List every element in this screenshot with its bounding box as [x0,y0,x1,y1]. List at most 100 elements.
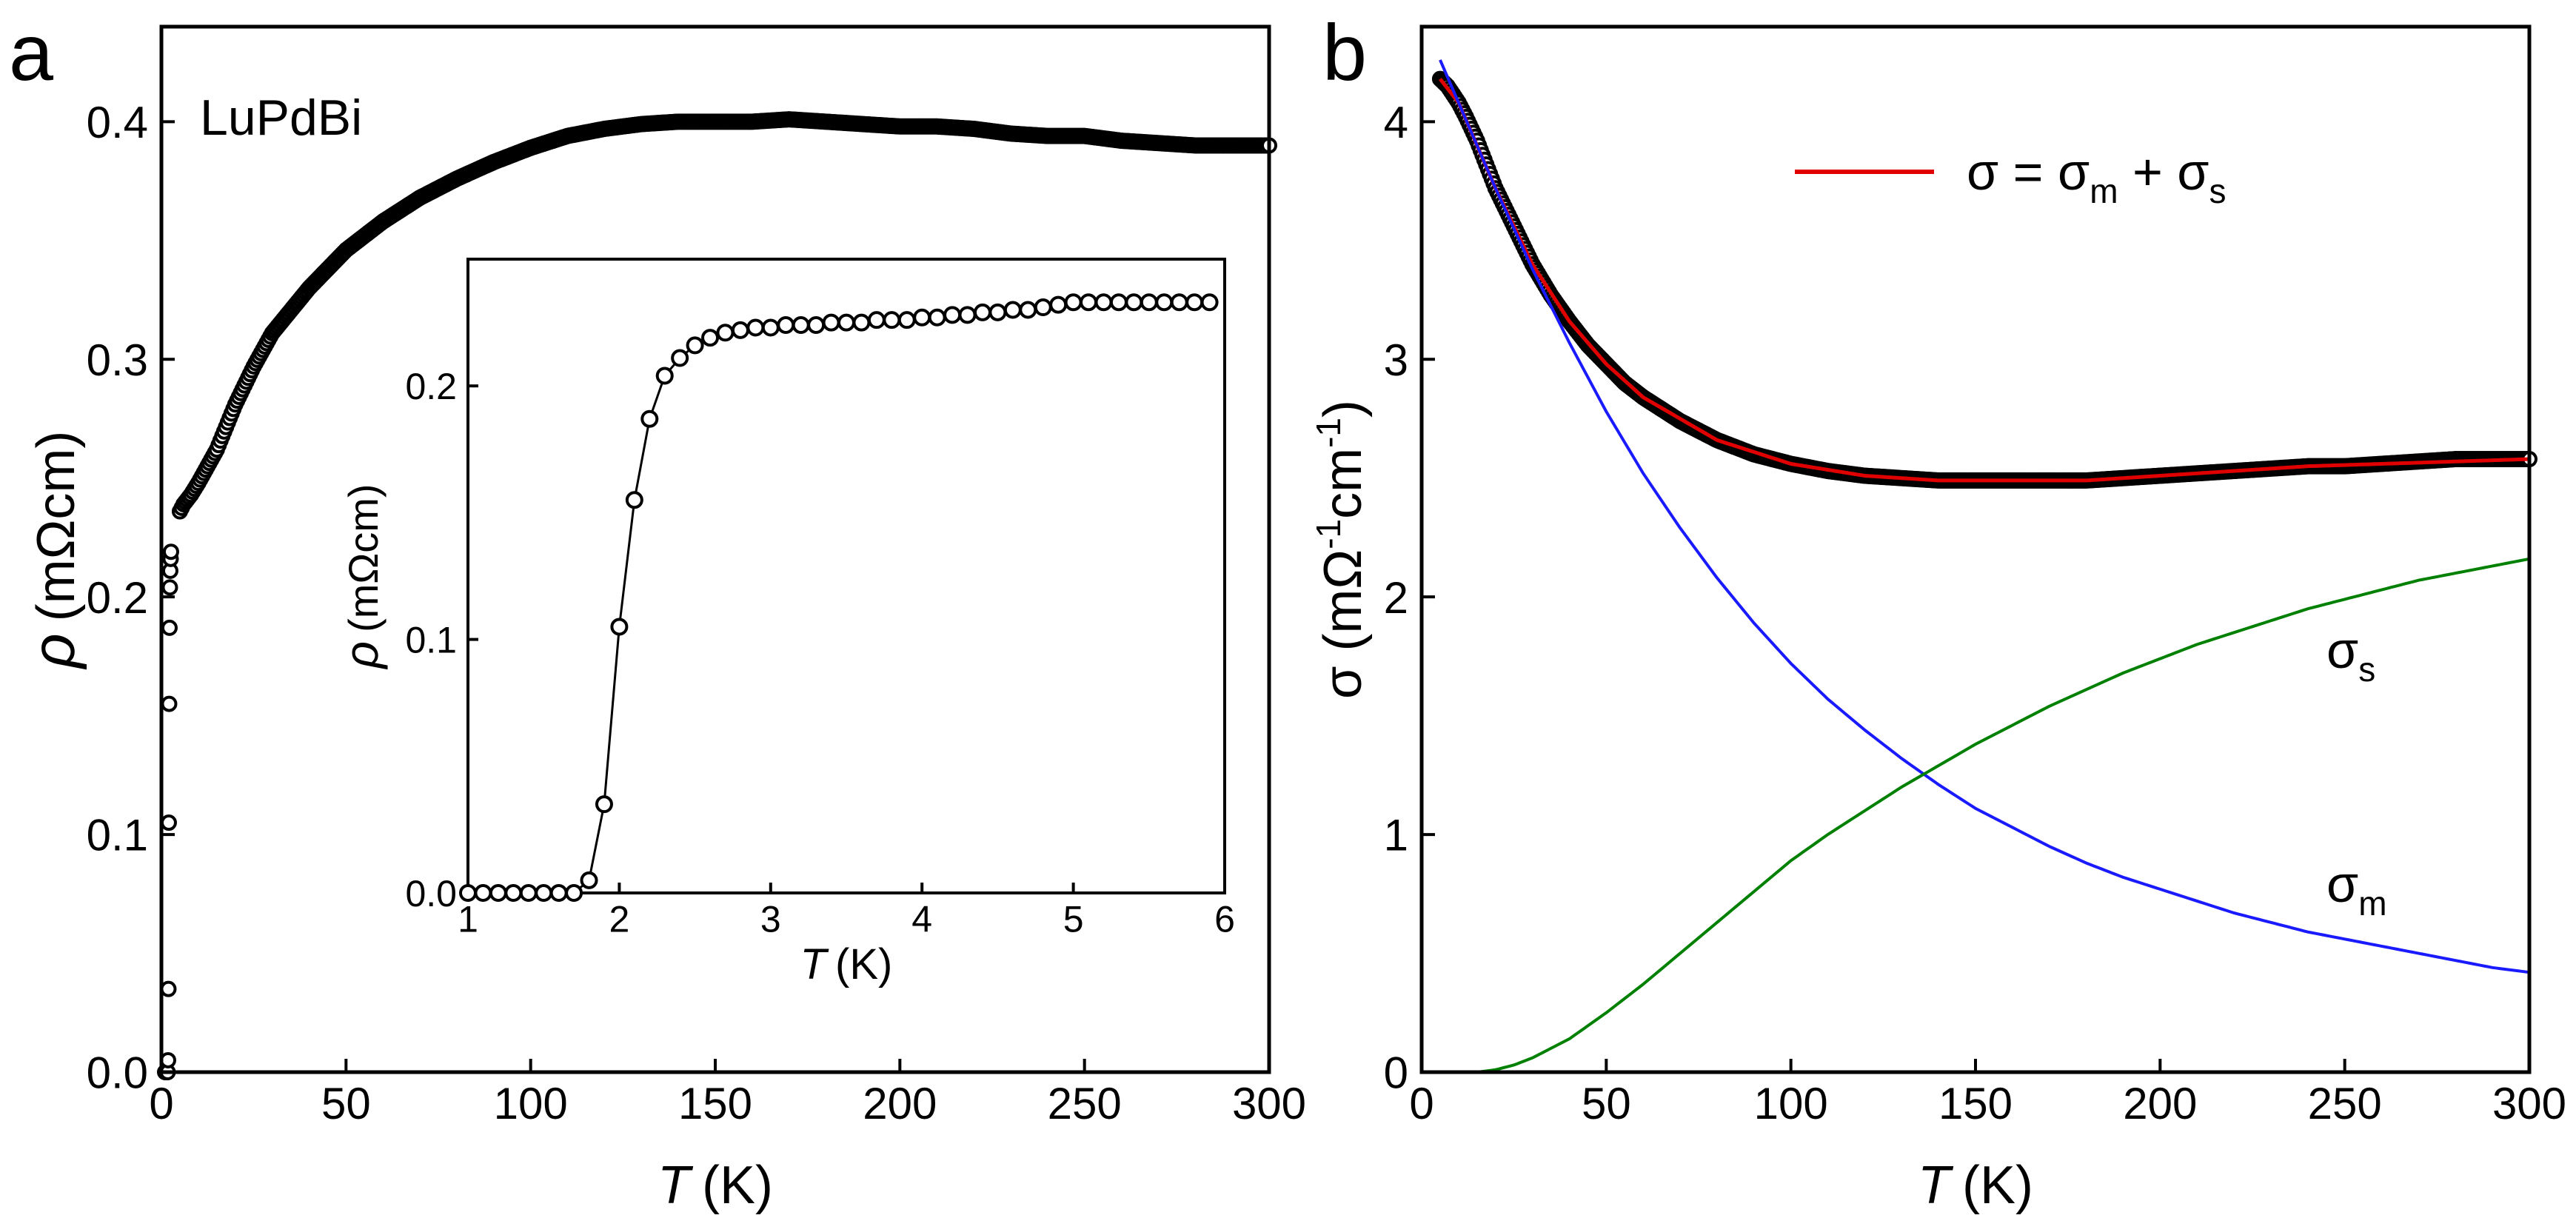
panel-a-x-tick-label: 50 [321,1079,371,1128]
panel-b-ylabel-sup: -1 [1309,418,1348,448]
inset-data-point [1170,293,1188,312]
panel-a-data-point [160,814,177,831]
inset-x-tick-label: 1 [458,899,478,940]
curve-sigma-m [1439,59,2530,974]
panel-a-ylabel-unit: (mΩcm) [27,431,86,622]
annotation-sub: m [2358,884,2386,923]
annotation-symbol: σ [2326,621,2358,679]
inset-data-point [1155,293,1174,312]
inset-xlabel-var: T [800,940,829,988]
inset-ylabel-unit: (mΩcm) [340,483,387,632]
curve-sigma-s [1476,557,2530,1074]
panel-b-x-tick-label: 100 [1754,1079,1828,1128]
inset-ylabel-var: ρ [335,641,388,670]
inset-data-point [595,795,613,814]
inset-data-point [852,313,871,332]
inset-data-point [943,306,962,324]
inset-data-point [1125,293,1143,312]
inset-data-point [973,303,991,321]
inset-data-point [1140,293,1158,312]
inset-data-point [1019,301,1037,319]
inset-data-point [897,311,916,329]
panel-a-data-point [161,579,178,596]
annotation-sub: s [2358,650,2375,689]
inset-data-point [701,329,720,347]
panel-a-chart: 0 50 100 150 200 250 300 0.0 0.1 0.2 0.3 0.4 LuPdBi… [20,24,1306,1215]
panel-a-x-tick-label: 100 [494,1079,568,1128]
panel-b-y-tick-label: 1 [1384,811,1408,860]
inset-x-tick-label: 6 [1214,899,1235,940]
panel-a-data-point [162,543,179,561]
inset-data-point [1003,301,1022,319]
inset-x-axis-label: T (K) [800,940,893,988]
inset-data-point [746,318,765,337]
panel-a-x-axis-label: T (K) [658,1156,773,1215]
panel-b-x-tick-label: 250 [2308,1079,2382,1128]
inset-data-point [792,316,810,335]
panel-a-sample-label: LuPdBi [200,90,362,146]
inset-data-point [1200,293,1219,312]
inset-data-point [459,884,477,902]
panel-a-y-tick-label: 0.1 [87,811,148,860]
inset-data-points [459,293,1219,902]
inset-data-point [807,316,826,335]
inset-data-point [671,349,689,367]
panel-letter-a: a [9,7,54,97]
panel-b-y-tick-label: 4 [1384,98,1408,147]
inset-xlabel-unit: (K) [835,940,892,988]
svg-text:ρ(mΩcm): ρ (mΩcm) [20,431,87,670]
legend-sub: s [2209,172,2227,210]
panel-b-ylabel-part: ) [1314,400,1373,418]
panel-a-x-tick-label: 0 [149,1079,173,1128]
panel-b-xlabel-var: T [1918,1156,1954,1215]
inset-y-axis-label: ρ (mΩcm) [335,483,388,669]
annotation-symbol: σ [2326,855,2358,913]
svg-text:σ (mΩ-1cm-1): σ (mΩ-1cm-1) [1309,400,1373,699]
inset-data-point [1049,295,1068,314]
inset-x-tick-label: 3 [760,899,781,940]
panel-b-y-tick-label: 2 [1384,573,1408,623]
inset-data-point [1185,293,1204,312]
inset-data-point [822,313,840,332]
panel-b-x-tick-label: 50 [1582,1079,1631,1128]
panel-a-inset: 1 2 3 4 5 6 0.0 0.1 0.2 ρ (mΩcm) T (K) [335,258,1235,988]
legend-text: σ = σ [1967,143,2090,201]
panel-a-data-point [159,1051,176,1068]
inset-ticks: 1 2 3 4 5 6 0.0 0.1 0.2 [405,366,1234,940]
panel-b-ylabel-sup: -1 [1309,519,1348,549]
panel-a-data-point [161,619,178,636]
inset-data-point [580,871,598,889]
panel-b-x-axis-label: T (K) [1918,1156,2033,1215]
panel-b-x-tick-label: 150 [1938,1079,2013,1128]
panel-b-x-tick-label: 0 [1409,1079,1433,1128]
panel-a-x-tick-label: 250 [1048,1079,1122,1128]
panel-a-x-tick-label: 200 [863,1079,937,1128]
inset-data-point [549,884,568,902]
panel-a-y-tick-label: 0.3 [87,335,148,385]
panel-b-x-tick-label: 200 [2123,1079,2197,1128]
panel-a-xlabel-unit: (K) [702,1156,773,1215]
fit-curve-sigma [1438,78,2530,483]
inset-data-point [1094,293,1113,312]
panel-a-y-tick-label: 0.0 [87,1048,148,1098]
inset-frame [466,258,1226,894]
inset-data-point [535,884,553,902]
inset-x-tick-label: 4 [911,899,932,940]
annotation-sigma-s: σs [2326,621,2375,689]
legend-text: + σ [2118,143,2209,201]
inset-data-point [928,308,946,327]
inset-data-point [761,318,780,337]
panel-b-plot-frame [1419,24,2532,1074]
inset-data-point [686,336,704,355]
inset-data-point [519,884,538,902]
inset-x-tick-label: 2 [609,899,629,940]
inset-data-point [489,884,507,902]
panel-b-ylabel-part: σ (mΩ [1314,549,1373,699]
inset-data-point [731,321,749,339]
inset-data-point [1109,293,1128,312]
inset-data-point [655,367,674,385]
legend-fit-label: σ = σm + σs [1967,143,2227,210]
inset-data-point [837,313,855,332]
